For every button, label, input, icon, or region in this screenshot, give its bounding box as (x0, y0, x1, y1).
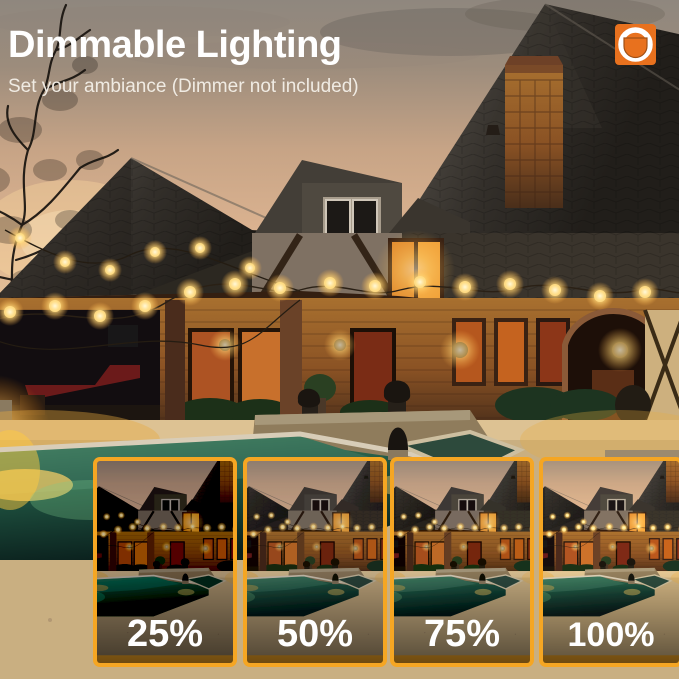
svg-text:Set your ambiance (Dimmer not: Set your ambiance (Dimmer not included) (8, 76, 359, 97)
svg-text:50%: 50% (277, 613, 353, 655)
svg-text:25%: 25% (127, 613, 203, 655)
svg-text:Dimmable Lighting: Dimmable Lighting (8, 24, 342, 66)
svg-text:100%: 100% (568, 616, 655, 654)
svg-text:75%: 75% (424, 613, 500, 655)
